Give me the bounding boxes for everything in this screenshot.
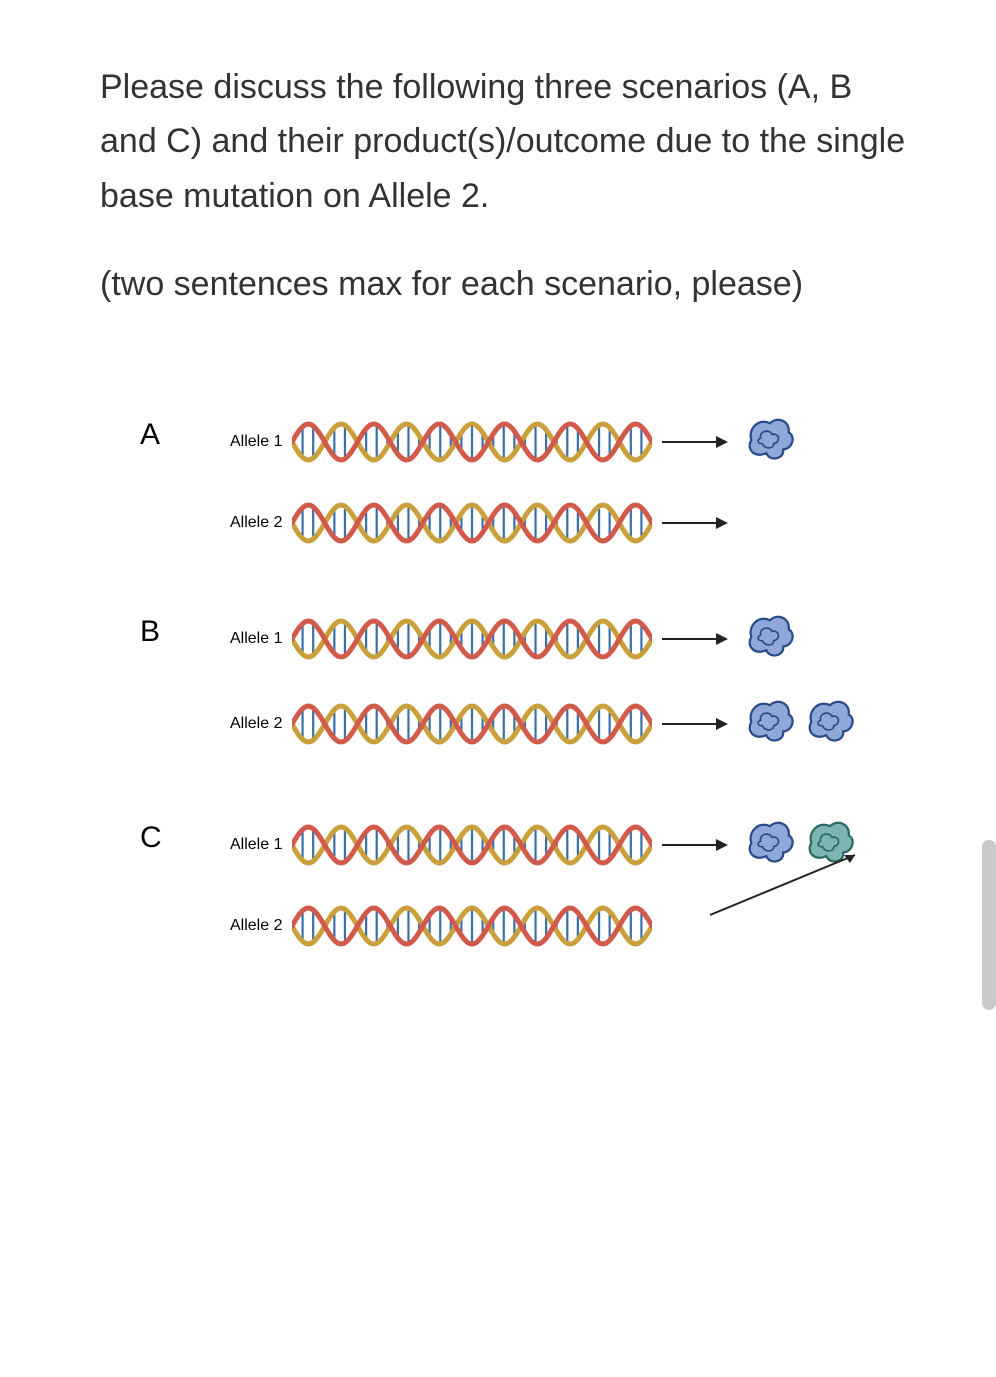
arrow-zone [652, 516, 742, 530]
allele-row: Allele 1 [230, 815, 858, 876]
dna-helix-icon [292, 613, 652, 665]
products [742, 815, 858, 876]
alleles-group: Allele 1 Allele 2 * [230, 815, 858, 952]
scenario-b: BAllele 1 Allele 2 * [140, 609, 916, 755]
protein-mutant-icon [802, 815, 858, 876]
allele-label: Allele 2 [230, 715, 292, 733]
allele-row: Allele 2 * [230, 694, 858, 755]
scenarios-container: AAllele 1 Allele 2 * BAllele 1 Allele 2 … [100, 412, 916, 952]
scenario-c: CAllele 1 Allele 2 * [140, 815, 916, 952]
arrow-icon [662, 516, 732, 530]
arrow-zone [652, 838, 742, 852]
dna-helix-icon: * [292, 698, 652, 750]
products [742, 412, 798, 473]
scrollbar-thumb[interactable] [982, 840, 996, 1010]
arrow-zone [652, 632, 742, 646]
protein-icon [802, 694, 858, 755]
alleles-group: Allele 1 Allele 2 * [230, 412, 798, 549]
scenario-a: AAllele 1 Allele 2 * [140, 412, 916, 549]
scenario-letter: A [140, 412, 230, 452]
allele-label: Allele 2 [230, 514, 292, 532]
allele-label: Allele 2 [230, 917, 292, 935]
allele-row: Allele 2 * [230, 900, 858, 952]
allele-label: Allele 1 [230, 433, 292, 451]
arrow-icon [662, 435, 732, 449]
dna-helix-icon: * [292, 900, 652, 952]
instruction-text: (two sentences max for each scenario, pl… [100, 257, 916, 311]
allele-row: Allele 2 * [230, 497, 798, 549]
products [742, 609, 798, 670]
svg-text:*: * [465, 497, 473, 508]
allele-row: Allele 1 [230, 412, 798, 473]
arrow-zone [652, 717, 742, 731]
allele-label: Allele 1 [230, 630, 292, 648]
arrow-icon [662, 838, 732, 852]
protein-icon [742, 412, 798, 473]
products [742, 694, 858, 755]
allele-label: Allele 1 [230, 836, 292, 854]
svg-text:*: * [465, 900, 473, 911]
dna-helix-icon: * [292, 497, 652, 549]
arrow-icon [662, 632, 732, 646]
question-text: Please discuss the following three scena… [100, 60, 916, 223]
protein-icon [742, 815, 798, 876]
arrow-zone [652, 435, 742, 449]
alleles-group: Allele 1 Allele 2 * [230, 609, 858, 755]
protein-icon [742, 609, 798, 670]
dna-helix-icon [292, 819, 652, 871]
svg-text:*: * [465, 698, 473, 709]
arrow-icon [662, 717, 732, 731]
protein-icon [742, 694, 798, 755]
scenario-letter: B [140, 609, 230, 649]
allele-row: Allele 1 [230, 609, 858, 670]
scenario-letter: C [140, 815, 230, 855]
dna-helix-icon [292, 416, 652, 468]
